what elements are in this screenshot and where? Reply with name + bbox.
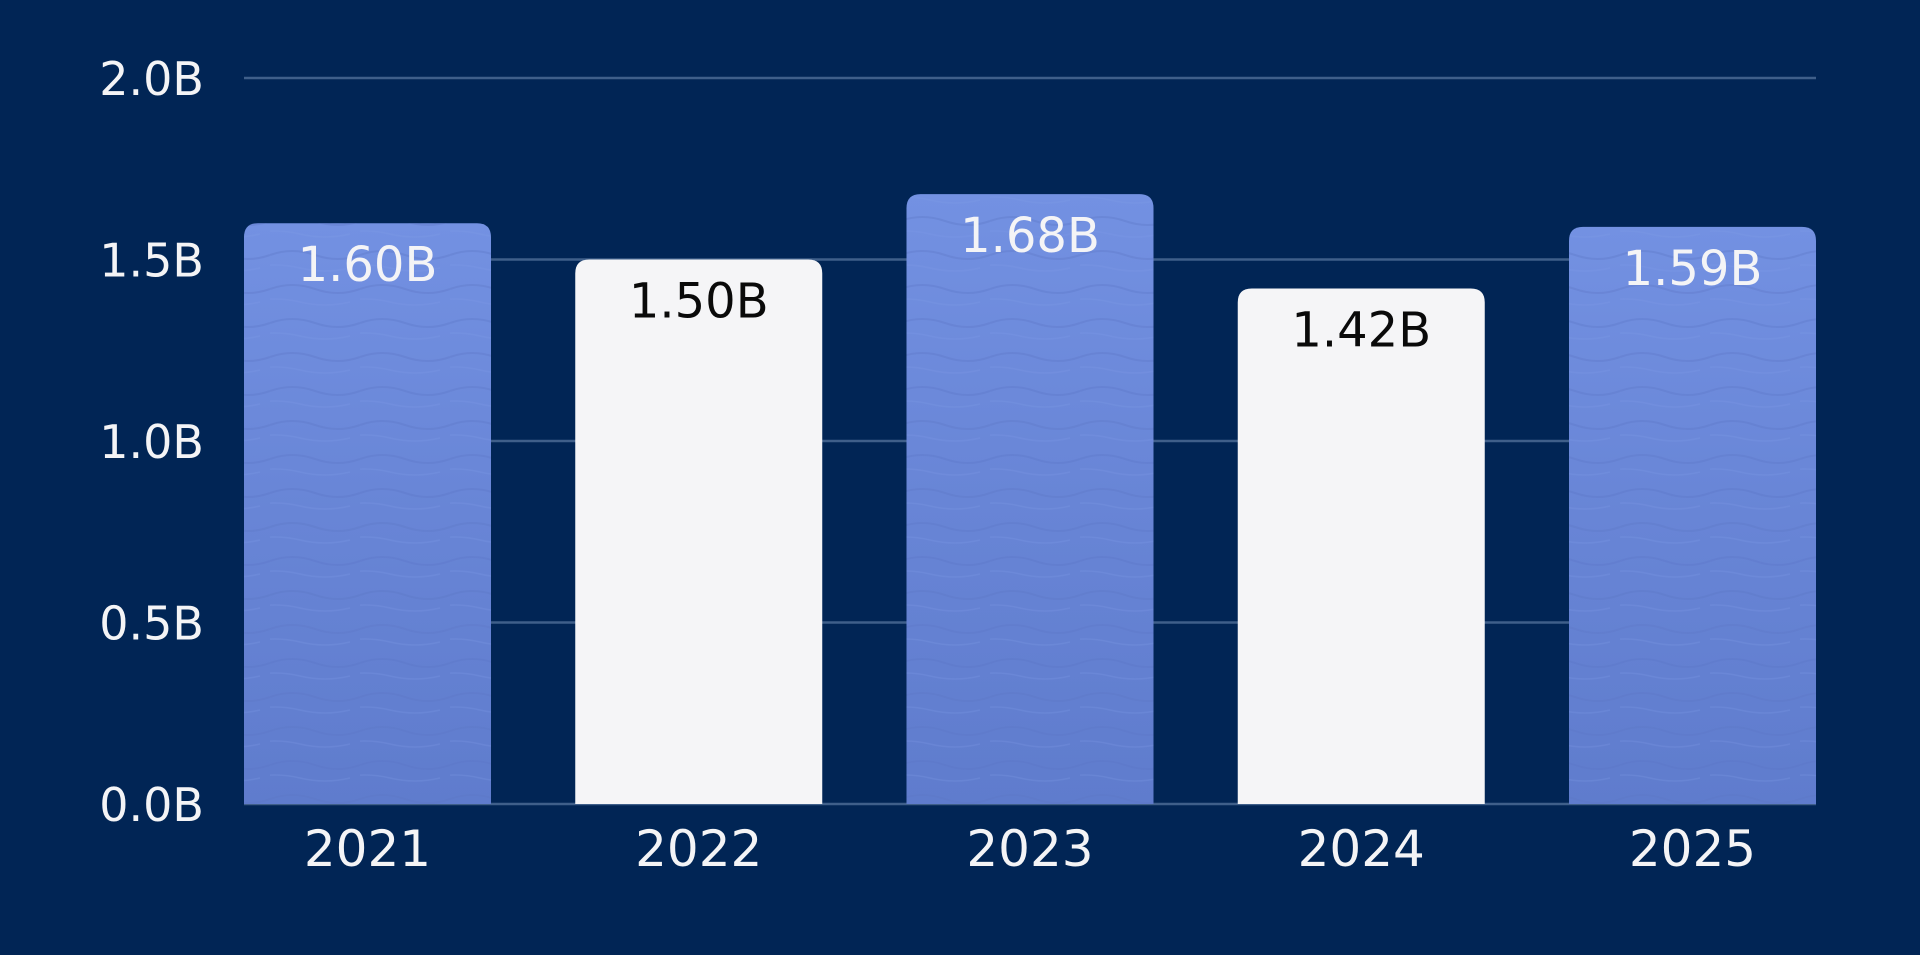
bar-shape: [1237, 288, 1485, 804]
y-tick-label: 2.0B: [99, 52, 204, 106]
x-tick-label: 2021: [304, 820, 431, 878]
y-axis-ticks: 0.0B 0.5B 1.0B 1.5B 2.0B: [99, 52, 204, 832]
y-tick-label: 0.5B: [99, 597, 204, 651]
y-tick-label: 1.0B: [99, 415, 204, 469]
bar-value-label: 1.60B: [298, 237, 438, 293]
y-tick-label: 0.0B: [99, 778, 204, 832]
x-axis-ticks: 2021 2022 2023 2024 2025: [304, 820, 1756, 878]
bar: [906, 194, 1154, 804]
x-tick-label: 2022: [635, 820, 762, 878]
x-tick-label: 2024: [1298, 820, 1425, 878]
bar-texture: [906, 194, 1154, 804]
bar-texture: [244, 223, 491, 804]
x-tick-label: 2025: [1629, 820, 1756, 878]
bar-texture: [1569, 226, 1816, 804]
x-tick-label: 2023: [966, 820, 1093, 878]
bars: [244, 194, 1816, 804]
y-tick-label: 1.5B: [99, 234, 204, 288]
bar-shape: [575, 259, 823, 804]
bar-value-label: 1.50B: [629, 274, 769, 330]
bar: [244, 223, 491, 804]
data-labels: 1.60B 1.50B 1.68B 1.42B 1.59B: [298, 208, 1763, 358]
bar: [1237, 288, 1485, 804]
bar: [1569, 226, 1816, 804]
bar-value-label: 1.68B: [960, 208, 1100, 264]
bar: [575, 259, 823, 804]
bar-value-label: 1.59B: [1623, 241, 1763, 297]
bar-value-label: 1.42B: [1291, 303, 1431, 359]
